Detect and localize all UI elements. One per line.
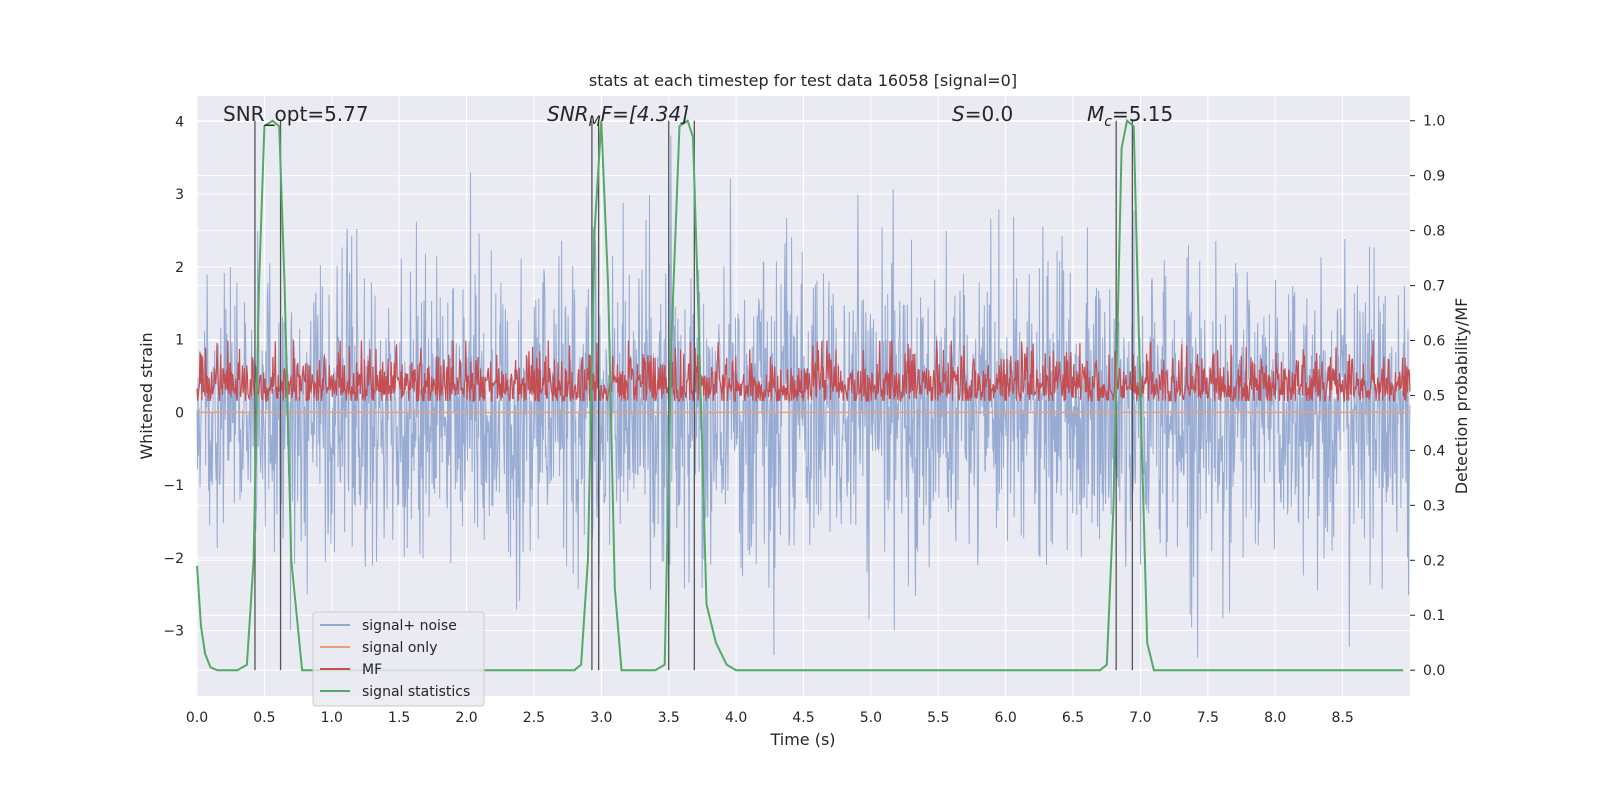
annotation-mc-main: M xyxy=(1087,102,1104,126)
x-tick-label: 1.0 xyxy=(321,710,343,726)
series-line-signal-statistics xyxy=(196,118,1404,672)
y-right-tick-label: 0.6 xyxy=(1423,334,1445,350)
series-line-mf xyxy=(196,340,1411,403)
annotation-s: S=0.0 xyxy=(952,102,1013,126)
x-tick-label: 1.5 xyxy=(388,710,410,726)
annotation-snr-mf-sub: M xyxy=(589,114,601,130)
series-signal-statistics xyxy=(196,118,1404,672)
x-tick-label: 4.5 xyxy=(792,710,814,726)
annotation-mc-sub: c xyxy=(1104,114,1112,130)
legend-label-signal-noise: signal+ noise xyxy=(362,618,457,634)
y-left-axis-ticks: 4 3 2 1 0 −1 −2 −3 xyxy=(163,114,184,639)
x-tick-label: 8.5 xyxy=(1331,710,1353,726)
y-left-tick-label: 4 xyxy=(175,114,184,130)
x-tick-label: 7.0 xyxy=(1129,710,1151,726)
x-tick-label: 2.0 xyxy=(455,710,477,726)
annotation-snr-mf: SNRMF=[4.34] xyxy=(547,102,689,130)
x-tick-label: 5.5 xyxy=(927,710,949,726)
series-line-signal-noise xyxy=(196,135,1411,658)
annotation-snr-mf-tail: F=[4.34] xyxy=(601,102,689,126)
y-right-tick-label: 0.8 xyxy=(1423,224,1445,240)
x-tick-label: 3.0 xyxy=(590,710,612,726)
legend-label-signal-only: signal only xyxy=(362,640,437,656)
y-right-tick-label: 0.7 xyxy=(1423,279,1445,295)
x-tick-label: 6.0 xyxy=(995,710,1017,726)
y-left-tick-label: −3 xyxy=(163,624,184,640)
x-tick-label: 0.0 xyxy=(186,710,208,726)
y-left-tick-label: −2 xyxy=(163,551,184,567)
series-mf xyxy=(196,340,1411,403)
y-right-tick-label: 0.1 xyxy=(1423,608,1445,624)
y-right-axis-label: Detection probability/MF xyxy=(1452,298,1471,495)
annotation-snr-mf-main: SNR xyxy=(547,102,589,126)
chart-title: stats at each timestep for test data 160… xyxy=(589,71,1017,90)
annotation-snr-opt: SNR_opt=5.77 xyxy=(223,102,369,126)
annotation-s-main: S xyxy=(952,102,965,126)
y-left-tick-label: 0 xyxy=(175,405,184,421)
y-right-tick-label: 0.3 xyxy=(1423,498,1445,514)
y-right-tick-label: 0.0 xyxy=(1423,663,1445,679)
y-left-tick-label: 1 xyxy=(175,333,184,349)
x-axis-ticks: 0.0 0.5 1.0 1.5 2.0 2.5 3.0 3.5 4.0 4.5 5.0 5.5 6.0 6… xyxy=(186,710,1354,726)
y-left-tick-label: −1 xyxy=(163,478,184,494)
y-left-tick-label: 3 xyxy=(175,187,184,203)
x-tick-label: 8.0 xyxy=(1264,710,1286,726)
series-signal-noise xyxy=(196,135,1411,658)
x-tick-label: 4.0 xyxy=(725,710,747,726)
y-right-tick-label: 1.0 xyxy=(1423,114,1445,130)
x-tick-label: 6.5 xyxy=(1062,710,1084,726)
x-tick-label: 0.5 xyxy=(253,710,275,726)
annotation-s-tail: =0.0 xyxy=(965,102,1014,126)
x-tick-label: 7.5 xyxy=(1197,710,1219,726)
x-tick-label: 2.5 xyxy=(523,710,545,726)
y-right-tick-label: 0.4 xyxy=(1423,443,1445,459)
legend-box xyxy=(312,611,485,707)
y-right-tick-label: 0.9 xyxy=(1423,169,1445,185)
legend-label-mf: MF xyxy=(362,662,382,678)
annotation-mc-tail: =5.15 xyxy=(1112,102,1173,126)
y-left-tick-label: 2 xyxy=(175,260,184,276)
annotation-mc: Mc=5.15 xyxy=(1087,102,1173,130)
legend-label-signal-statistics: signal statistics xyxy=(362,684,470,700)
x-tick-label: 3.5 xyxy=(658,710,680,726)
x-axis-label: Time (s) xyxy=(769,730,835,749)
legend: signal+ noise signal only MF signal stat… xyxy=(312,611,485,707)
y-right-axis-ticks: 1.0 0.9 0.8 0.7 0.6 0.5 0.4 0.3 0.2 0.1 0.0 xyxy=(1410,114,1445,679)
y-right-tick-label: 0.2 xyxy=(1423,553,1445,569)
y-right-tick-label: 0.5 xyxy=(1423,388,1445,404)
x-tick-label: 5.0 xyxy=(860,710,882,726)
y-left-axis-label: Whitened strain xyxy=(137,332,156,459)
